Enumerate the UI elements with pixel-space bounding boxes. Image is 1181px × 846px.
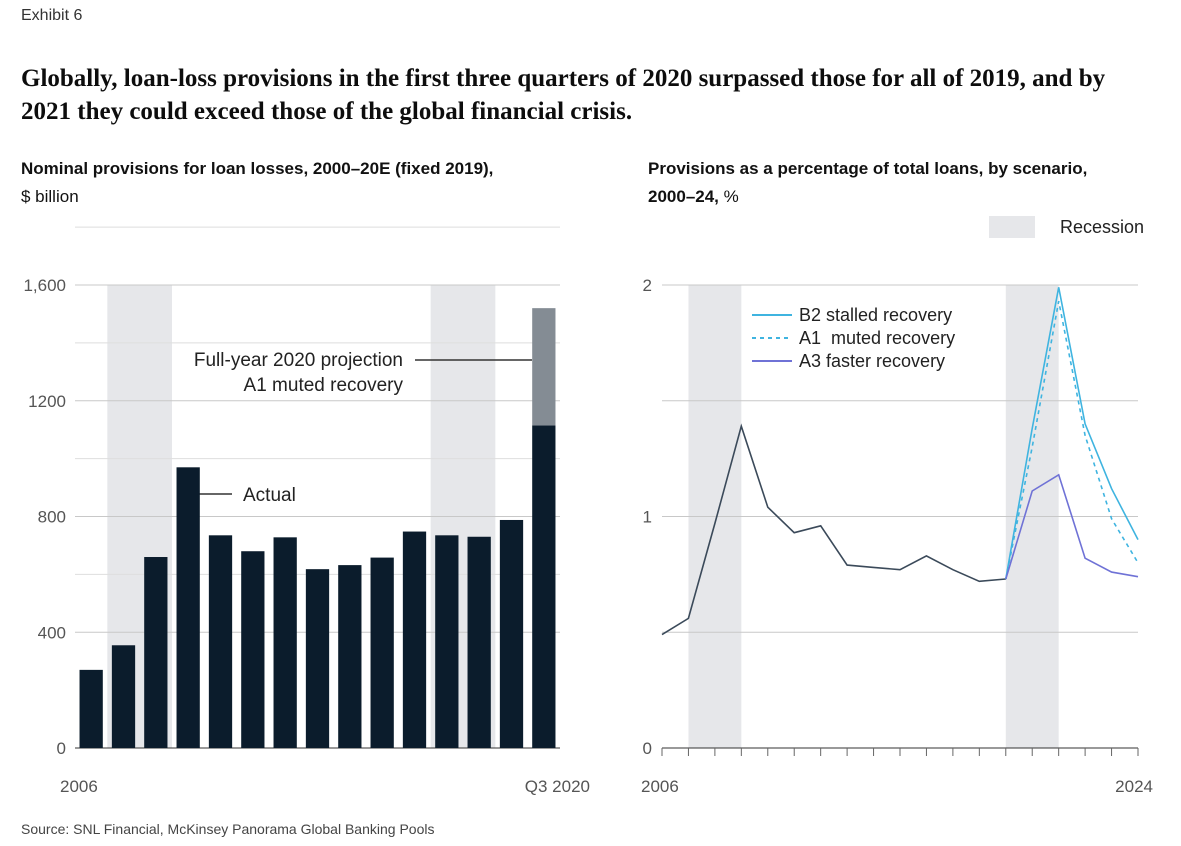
right-y-tick-label: 2 xyxy=(643,276,652,295)
chart-headline: Globally, loan-loss provisions in the fi… xyxy=(21,65,1106,125)
right-x-tick-label: 2006 xyxy=(641,777,679,796)
bar-actual xyxy=(467,536,491,748)
right-subtitle-bold-2: 2000–24, xyxy=(648,187,719,206)
right-subtitle-bold: Provisions as a percentage of total loan… xyxy=(648,159,1088,178)
recession-legend-label: Recession xyxy=(1060,217,1144,237)
left-y-tick-label: 0 xyxy=(57,739,66,758)
left-x-tick-label: Q3 2020 xyxy=(525,777,590,796)
projection-annotation-line1: Full-year 2020 projection xyxy=(194,350,403,371)
left-y-tick-label: 800 xyxy=(38,508,66,527)
legend-b2-label: B2 stalled recovery xyxy=(799,305,952,325)
left-subtitle-bold: Nominal provisions for loan losses, 2000… xyxy=(21,159,494,178)
recession-legend-swatch xyxy=(989,216,1035,238)
left-y-tick-label: 1200 xyxy=(28,392,66,411)
scenario-line-a1-muted-recovery xyxy=(1005,301,1139,580)
bar-actual xyxy=(176,467,200,748)
actual-annotation: Actual xyxy=(243,485,296,506)
bar-actual xyxy=(111,645,136,748)
exhibit-label: Exhibit 6 xyxy=(21,7,83,24)
bar-actual xyxy=(435,535,459,748)
bar-actual xyxy=(532,425,556,748)
right-y-tick-label: 1 xyxy=(643,508,652,527)
bar-projection xyxy=(532,308,556,426)
scenario-line-a3-faster-recovery xyxy=(1005,473,1139,580)
right-x-tick-label: 2024 xyxy=(1115,777,1153,796)
source-note: Source: SNL Financial, McKinsey Panorama… xyxy=(21,821,435,837)
bar-actual xyxy=(370,557,394,748)
legend-a3-label: A3 faster recovery xyxy=(799,351,945,371)
right-y-tick-label: 0 xyxy=(643,739,652,758)
bar-actual xyxy=(208,535,233,748)
bar-actual xyxy=(402,531,427,748)
right-chart-subtitle: Provisions as a percentage of total loan… xyxy=(648,155,1087,211)
scenario-line-b2-stalled-recovery xyxy=(1005,287,1139,580)
legend-a1-label: A1 muted recovery xyxy=(799,328,955,348)
bar-actual xyxy=(273,537,297,748)
historical-line xyxy=(661,423,1006,636)
left-y-tick-label: 1,600 xyxy=(23,276,66,295)
left-x-tick-label: 2006 xyxy=(60,777,98,796)
left-subtitle-unit: $ billion xyxy=(21,187,79,206)
left-y-tick-label: 400 xyxy=(38,623,66,642)
right-subtitle-unit: % xyxy=(718,187,739,206)
bar-actual xyxy=(338,565,362,748)
bar-actual xyxy=(305,569,330,748)
projection-annotation-line2: A1 muted recovery xyxy=(244,375,404,396)
bar-actual xyxy=(79,669,103,748)
bar-actual xyxy=(499,519,524,748)
bar-actual xyxy=(241,551,265,748)
left-chart-subtitle: Nominal provisions for loan losses, 2000… xyxy=(21,155,493,211)
bar-actual xyxy=(144,557,168,748)
